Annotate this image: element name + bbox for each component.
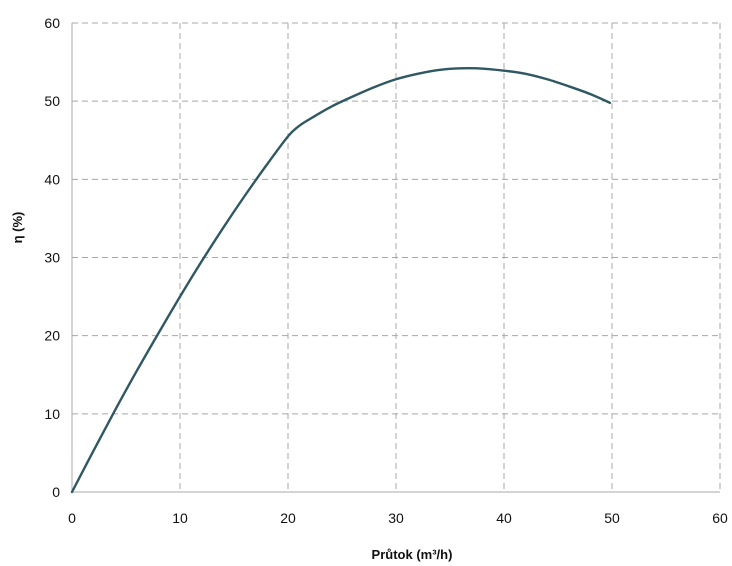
series-layer [70, 66, 612, 494]
x-tick-label-50: 50 [604, 510, 620, 526]
y-tick-label-20: 20 [44, 328, 60, 344]
x-tick-label-0: 0 [68, 510, 76, 526]
y-tick-label-60: 60 [44, 15, 60, 31]
y-tick-labels: 0 10 20 30 40 50 60 [44, 15, 60, 500]
y-tick-label-40: 40 [44, 171, 60, 187]
grid [71, 22, 721, 493]
y-tick-label-30: 30 [44, 250, 60, 266]
x-tick-labels: 0 10 20 30 40 50 60 [68, 510, 728, 526]
y-tick-label-0: 0 [52, 484, 60, 500]
x-tick-label-60: 60 [712, 510, 728, 526]
series-line-0 [70, 66, 612, 494]
y-tick-label-10: 10 [44, 406, 60, 422]
y-tick-label-50: 50 [44, 93, 60, 109]
x-tick-label-40: 40 [496, 510, 512, 526]
y-axis-label: η (%) [10, 212, 25, 244]
x-tick-label-10: 10 [172, 510, 188, 526]
x-axis-label: Průtok (m³/h) [372, 547, 453, 562]
x-tick-label-20: 20 [280, 510, 296, 526]
x-tick-label-30: 30 [388, 510, 404, 526]
